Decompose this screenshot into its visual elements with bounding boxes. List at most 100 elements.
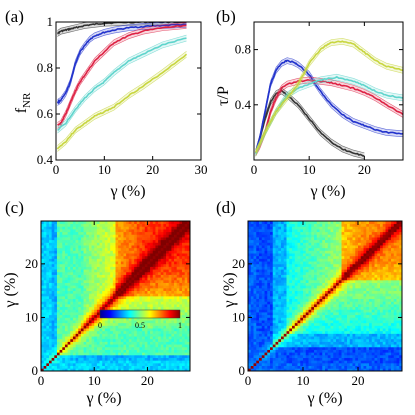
heatmap-cell — [385, 309, 389, 313]
heatmap-cell — [59, 271, 63, 275]
heatmap-cell — [147, 221, 151, 225]
heatmap-cell — [363, 325, 367, 329]
heatmap-cell — [41, 258, 45, 262]
heatmap-cell — [327, 344, 331, 348]
heatmap-cell — [59, 231, 63, 235]
heatmap-cell — [54, 245, 58, 249]
heatmap-cell — [336, 296, 340, 300]
heatmap-cell — [278, 328, 282, 332]
heatmap-cell — [344, 312, 348, 316]
heatmap-cell — [102, 223, 106, 227]
heatmap-cell — [352, 357, 356, 361]
heatmap-cell — [107, 357, 111, 361]
heatmap-cell — [144, 301, 148, 305]
heatmap-cell — [80, 247, 84, 251]
heatmap-cell — [99, 352, 103, 356]
heatmap-cell — [286, 349, 290, 353]
heatmap-cell — [360, 344, 364, 348]
heatmap-cell — [261, 354, 265, 358]
heatmap-cell — [166, 282, 170, 286]
heatmap-cell — [294, 309, 298, 313]
heatmap-cell — [43, 354, 47, 358]
heatmap-cell — [147, 266, 151, 270]
heatmap-cell — [278, 314, 282, 318]
heatmap-cell — [78, 336, 82, 340]
heatmap-cell — [88, 360, 92, 364]
heatmap-cell — [86, 336, 90, 340]
heatmap-cell — [43, 362, 47, 366]
heatmap-cell — [110, 317, 114, 321]
heatmap-cell — [48, 258, 52, 262]
heatmap-cell — [99, 250, 103, 254]
heatmap-cell — [344, 314, 348, 318]
heatmap-cell — [155, 234, 159, 238]
heatmap-cell — [187, 306, 191, 310]
heatmap-cell — [174, 360, 178, 364]
heatmap-cell — [250, 293, 254, 297]
heatmap-cell — [107, 306, 111, 310]
heatmap-cell — [41, 263, 45, 267]
heatmap-cell — [333, 287, 337, 291]
heatmap-cell — [281, 304, 285, 308]
heatmap-cell — [147, 354, 151, 358]
heatmap-cell — [371, 333, 375, 337]
heatmap-cell — [142, 237, 146, 241]
heatmap-cell — [67, 271, 71, 275]
heatmap-cell — [338, 338, 342, 342]
heatmap-cell — [43, 285, 47, 289]
heatmap-cell — [136, 221, 140, 225]
heatmap-cell — [259, 357, 263, 361]
heatmap-cell — [56, 269, 60, 273]
heatmap-cell — [319, 344, 323, 348]
heatmap-cell — [43, 231, 47, 235]
heatmap-cell — [88, 338, 92, 342]
heatmap-cell — [380, 338, 384, 342]
heatmap-cell — [59, 282, 63, 286]
heatmap-cell — [272, 317, 276, 321]
heatmap-cell — [322, 320, 326, 324]
heatmap-cell — [152, 271, 156, 275]
heatmap-cell — [184, 293, 188, 297]
heatmap-cell — [182, 344, 186, 348]
heatmap-cell — [171, 253, 175, 257]
heatmap-cell — [118, 362, 122, 366]
heatmap-cell — [283, 304, 287, 308]
heatmap-cell — [104, 338, 108, 342]
heatmap-cell — [300, 322, 304, 326]
heatmap-cell — [91, 271, 95, 275]
heatmap-cell — [102, 226, 106, 230]
heatmap-cell — [267, 287, 271, 291]
heatmap-cell — [136, 352, 140, 356]
heatmap-cell — [48, 266, 52, 270]
heatmap-cell — [136, 239, 140, 243]
heatmap-cell — [366, 346, 370, 350]
heatmap-cell — [176, 328, 180, 332]
heatmap-cell — [166, 261, 170, 265]
heatmap-cell — [115, 274, 119, 278]
heatmap-cell — [62, 226, 66, 230]
heatmap-cell — [303, 354, 307, 358]
heatmap-cell — [176, 346, 180, 350]
heatmap-cell — [51, 277, 55, 281]
heatmap-cell — [256, 312, 260, 316]
heatmap-cell — [136, 255, 140, 259]
heatmap-cell — [286, 362, 290, 366]
heatmap-cell — [168, 322, 172, 326]
heatmap-cell — [91, 239, 95, 243]
heatmap-cell — [131, 247, 135, 251]
heatmap-cell — [184, 263, 188, 267]
heatmap-cell — [46, 354, 50, 358]
heatmap-cell — [56, 229, 60, 233]
heatmap-cell — [126, 287, 130, 291]
heatmap-cell — [294, 322, 298, 326]
heatmap-cell — [120, 279, 124, 283]
heatmap-cell — [396, 312, 400, 316]
heatmap-cell — [88, 229, 92, 233]
heatmap-cell — [142, 287, 146, 291]
heatmap-cell — [171, 263, 175, 267]
heatmap-cell — [184, 237, 188, 241]
heatmap-cell — [187, 293, 191, 297]
heatmap-cell — [80, 322, 84, 326]
heatmap-cell — [158, 322, 162, 326]
heatmap-cell — [62, 346, 66, 350]
